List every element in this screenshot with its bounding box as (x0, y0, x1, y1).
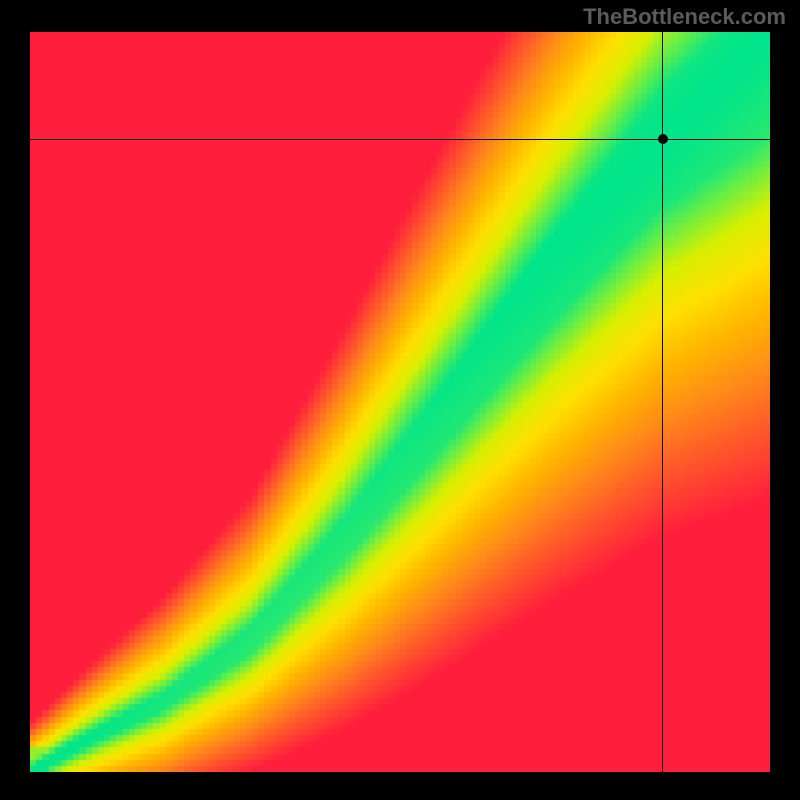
chart-container: { "watermark": { "text": "TheBottleneck.… (0, 0, 800, 800)
watermark-text: TheBottleneck.com (583, 4, 786, 30)
crosshair-marker-dot (658, 134, 668, 144)
